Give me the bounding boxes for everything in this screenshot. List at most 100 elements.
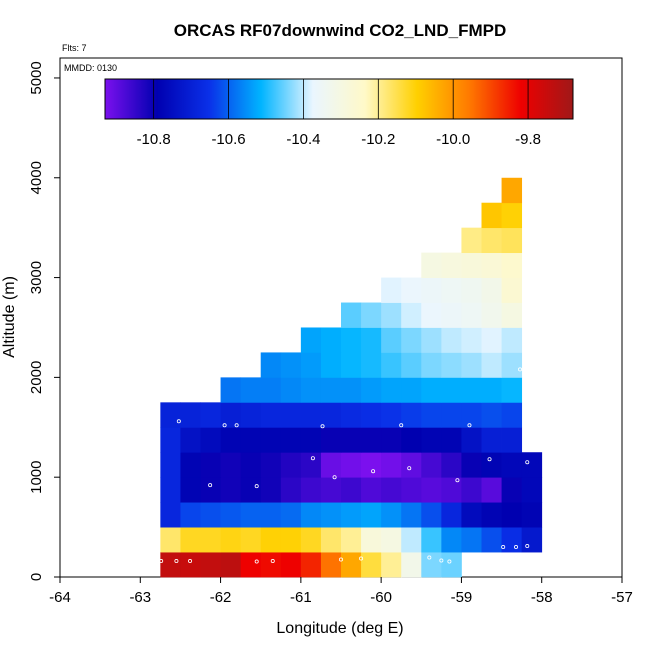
heatmap-cell [401,427,422,453]
heatmap-cell [461,352,482,378]
heatmap-cell [441,377,462,403]
heatmap-cell [341,427,362,453]
heatmap-cell [180,402,201,428]
heatmap-cell [441,552,462,578]
heatmap-cell [441,327,462,353]
heatmap-cell [441,527,462,553]
heatmap-cell [401,302,422,328]
heatmap-cell [220,502,242,528]
x-tick-label: -59 [451,589,473,606]
flights-count-label: Flts: 7 [62,43,87,53]
heatmap-cell [320,552,342,578]
heatmap-cell [521,477,543,503]
y-tick-label: 0 [28,573,45,581]
heatmap-cell [401,552,422,578]
heatmap-cell [280,402,302,428]
heatmap-cell [501,502,523,528]
heatmap-cell [461,502,482,528]
sample-point [234,423,239,428]
heatmap-cell [461,252,482,278]
sample-point [399,423,404,428]
heatmap-cell [501,427,523,453]
heatmap-cell [421,352,442,378]
heatmap-cell [341,527,362,553]
heatmap-cell [320,502,342,528]
heatmap-cell [180,527,201,553]
heatmap-cell [461,302,482,328]
heatmap-cell [421,402,442,428]
heatmap-cells [160,177,543,578]
heatmap-cell [461,277,482,303]
heatmap-cell [200,527,221,553]
heatmap-cell [280,552,302,578]
heatmap-cell [381,552,402,578]
sample-point [159,559,164,564]
x-tick-label: -57 [611,589,633,606]
heatmap-cell [240,502,262,528]
colorbar-gradient [104,78,574,120]
sample-point [332,475,337,480]
heatmap-cell [461,327,482,353]
heatmap-cell [200,502,221,528]
heatmap-cell [341,402,362,428]
heatmap-cell [401,377,422,403]
y-tick-label: 1000 [28,461,45,494]
sample-point [188,559,193,564]
sample-point [254,559,259,564]
heatmap-cell [401,502,422,528]
heatmap-cell [441,302,462,328]
heatmap-cell [260,552,282,578]
heatmap-cell [300,477,322,503]
heatmap-cell [381,377,402,403]
heatmap-cell [220,377,242,403]
heatmap-cell [441,277,462,303]
sample-point [525,544,530,549]
heatmap-cell [421,452,442,478]
sample-point [489,179,494,184]
heatmap-cell [160,477,181,503]
heatmap-cell [481,402,502,428]
sample-point [254,484,259,489]
heatmap-cell [501,377,523,403]
heatmap-cell [521,452,543,478]
heatmap-cell [300,502,322,528]
heatmap-cell [421,252,442,278]
heatmap-cell [361,377,382,403]
heatmap-cell [461,527,482,553]
heatmap-cell [341,302,362,328]
heatmap-cell [501,477,523,503]
heatmap-cell [501,202,523,229]
sample-point [174,559,179,564]
y-tick-label: 2000 [28,361,45,394]
heatmap-cell [361,302,382,328]
heatmap-cell [320,377,342,403]
heatmap-cell [300,527,322,553]
heatmap-cell [220,527,242,553]
heatmap-cell [481,202,502,229]
heatmap-cell [240,377,262,403]
heatmap-cell [401,277,422,303]
heatmap-cell [421,552,442,578]
heatmap-cell [220,477,242,503]
colorbar-tick-label: -9.8 [515,131,541,148]
heatmap-cell [300,377,322,403]
sample-point [447,559,452,564]
heatmap-cell [381,477,402,503]
x-tick-label: -62 [210,589,232,606]
heatmap-cell [421,502,442,528]
colorbar: -10.8 -10.6 -10.4 -10.2 -10.0 -9.8 [104,78,574,148]
sample-point [155,512,160,517]
heatmap-cell [381,427,402,453]
sample-point [270,559,275,564]
heatmap-cell [280,352,302,378]
heatmap-cell [481,227,502,254]
heatmap-cell [341,352,362,378]
heatmap-cell [160,452,181,478]
heatmap-cell [240,402,262,428]
heatmap-cell [180,552,201,578]
heatmap-cell [441,477,462,503]
heatmap-cell [300,427,322,453]
heatmap-cell [461,477,482,503]
y-tick-label: 4000 [28,161,45,194]
